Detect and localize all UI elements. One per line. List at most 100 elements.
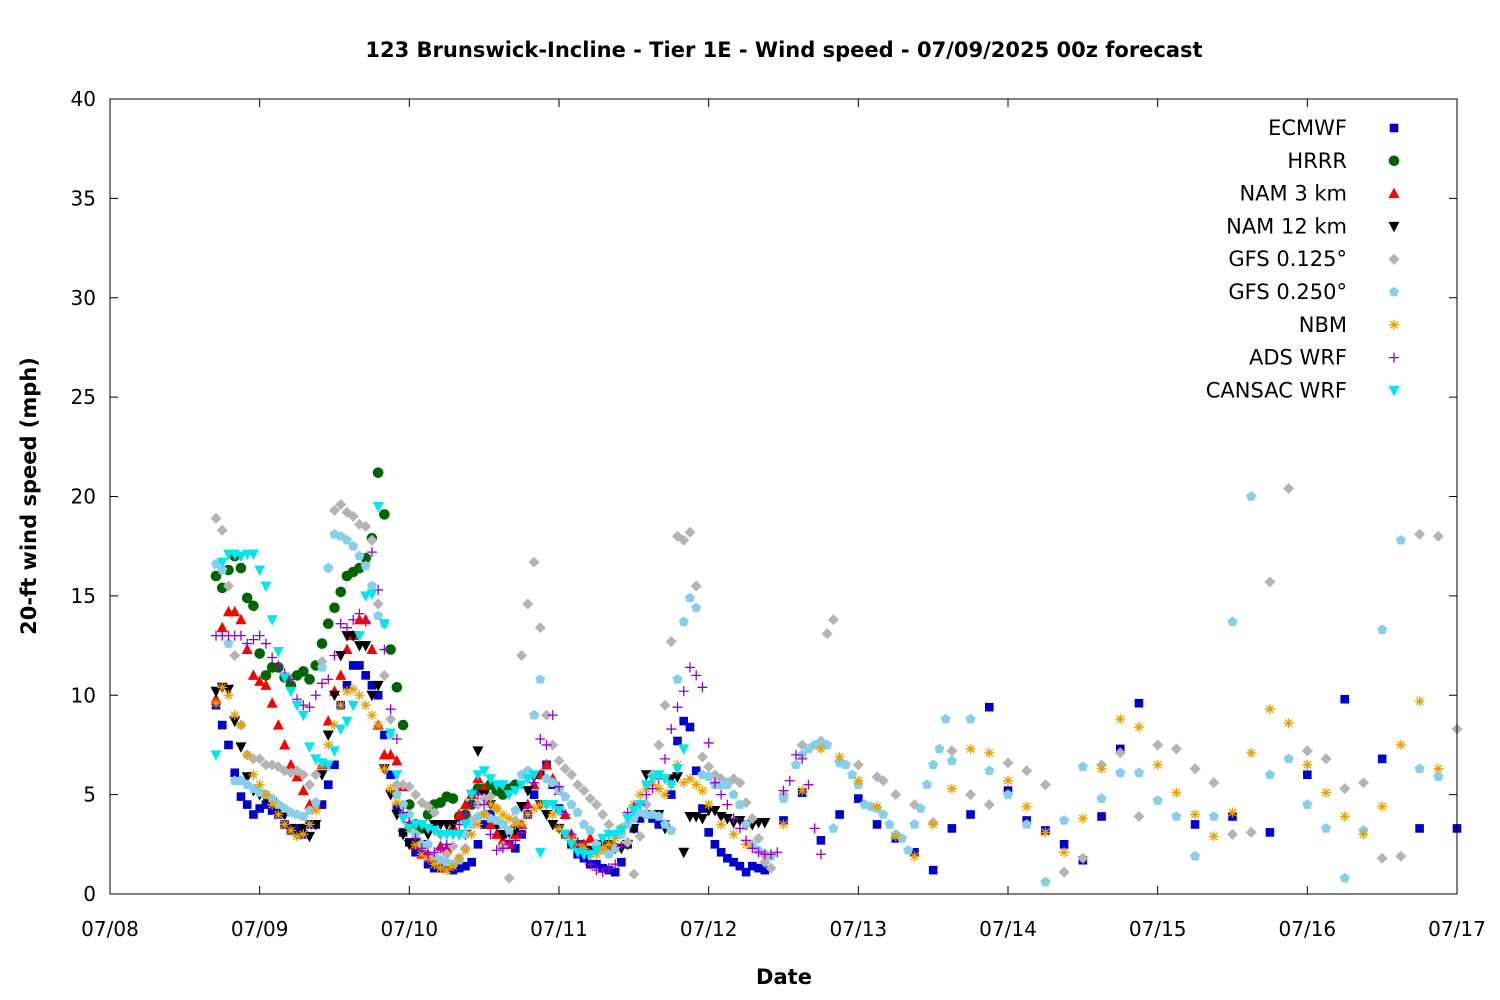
ecmwf-point xyxy=(342,681,352,690)
gfs-0-250-point xyxy=(965,713,976,724)
nbm-point xyxy=(341,686,352,697)
nbm-point xyxy=(535,799,546,810)
ecmwf-point xyxy=(511,843,520,853)
nam-3-km-point xyxy=(335,669,347,680)
hrrr-point xyxy=(329,602,340,614)
ecmwf-point xyxy=(691,766,701,776)
hrrr-point xyxy=(447,793,459,804)
y-axis-label: 20-ft wind speed (mph) xyxy=(17,357,41,635)
nbm-point xyxy=(965,743,976,754)
legend-marker xyxy=(1388,221,1400,233)
nbm-point xyxy=(211,698,222,709)
nam-12-km-point xyxy=(210,686,222,698)
cansac-wrf-point xyxy=(353,631,365,642)
nam-3-km-point xyxy=(366,643,378,655)
nbm-point xyxy=(1040,827,1051,838)
ads-wrf-point xyxy=(766,849,777,860)
gfs-0-125-point xyxy=(890,789,902,801)
y-tick-label: 10 xyxy=(71,683,96,707)
nbm-point xyxy=(454,853,465,864)
ads-wrf-point xyxy=(560,809,571,820)
ecmwf-point xyxy=(984,702,994,712)
cansac-wrf-point xyxy=(665,780,677,791)
ads-wrf-point xyxy=(416,843,427,854)
ads-wrf-point xyxy=(591,865,602,876)
ecmwf-point xyxy=(729,857,738,867)
gfs-0-125-point xyxy=(1339,783,1351,795)
gfs-0-250-point xyxy=(1433,771,1444,781)
nbm-point xyxy=(522,809,533,820)
ads-wrf-point xyxy=(329,650,340,661)
gfs-0-250-point xyxy=(703,771,714,781)
gfs-0-125-point xyxy=(216,524,228,536)
gfs-0-250-point xyxy=(691,602,702,613)
cansac-wrf-point xyxy=(615,825,627,837)
gfs-0-250-point xyxy=(1246,491,1257,501)
ecmwf-point xyxy=(230,768,240,778)
gfs-0-250-point xyxy=(653,811,664,821)
hrrr-point xyxy=(372,467,384,478)
legend-item-ecmwf: ECMWF xyxy=(1268,116,1399,140)
ads-wrf-point xyxy=(597,867,608,878)
legend-label: NBM xyxy=(1299,313,1347,337)
ecmwf-point xyxy=(710,840,720,849)
cansac-wrf-point xyxy=(472,770,484,781)
gfs-0-125-point xyxy=(852,759,864,771)
gfs-0-125-point xyxy=(310,769,322,781)
gfs-0-250-point xyxy=(1283,753,1294,764)
nam-12-km-point xyxy=(403,839,415,851)
nbm-point xyxy=(354,690,365,701)
ecmwf-point xyxy=(411,847,420,857)
ecmwf-point xyxy=(1377,754,1387,764)
nbm-point xyxy=(491,803,502,814)
ecmwf-point xyxy=(741,867,751,877)
ecmwf-point xyxy=(1097,812,1106,821)
cansac-wrf-point xyxy=(385,728,397,740)
ecmwf-point xyxy=(317,800,327,809)
nbm-point xyxy=(504,813,515,824)
hrrr-point xyxy=(379,509,390,520)
cansac-wrf-point xyxy=(235,551,247,563)
gfs-0-125-point xyxy=(653,739,665,751)
legend-label: ADS WRF xyxy=(1249,346,1347,370)
nam-12-km-point xyxy=(541,810,553,821)
gfs-0-125-point xyxy=(659,699,671,711)
gfs-0-250-point xyxy=(672,674,683,684)
ads-wrf-point xyxy=(497,843,508,854)
nbm-point xyxy=(890,831,901,842)
cansac-wrf-point xyxy=(216,557,228,569)
nbm-point xyxy=(716,819,727,830)
ecmwf-point xyxy=(348,661,358,670)
cansac-wrf-point xyxy=(459,819,471,831)
ecmwf-point xyxy=(723,853,732,863)
nbm-point xyxy=(834,751,845,762)
gfs-0-125-point xyxy=(1114,747,1126,759)
nbm-point xyxy=(815,743,826,754)
ecmwf-point xyxy=(236,792,246,801)
nam-3-km-point xyxy=(541,758,553,770)
ads-wrf-point xyxy=(304,702,315,713)
gfs-0-125-point xyxy=(403,781,415,793)
ads-wrf-point xyxy=(522,801,533,812)
ecmwf-point xyxy=(242,800,252,809)
gfs-0-125-point xyxy=(765,862,777,874)
gfs-0-250-point xyxy=(547,777,558,787)
cansac-wrf-point xyxy=(484,774,496,785)
gfs-0-250-point xyxy=(1227,616,1238,626)
x-tick-label: 07/13 xyxy=(830,917,888,941)
gfs-0-125-point xyxy=(516,650,528,661)
legend-marker xyxy=(1389,319,1399,330)
nbm-point xyxy=(1264,704,1275,715)
ecmwf-point xyxy=(835,810,844,819)
gfs-0-125-point xyxy=(565,769,577,781)
nbm-point xyxy=(603,839,614,850)
gfs-0-125-point xyxy=(335,498,347,510)
gfs-0-250-point xyxy=(847,769,858,779)
gfs-0-250-point xyxy=(946,755,957,766)
y-tick-label: 25 xyxy=(71,385,96,409)
ads-wrf-point xyxy=(248,634,259,645)
cansac-wrf-point xyxy=(609,829,621,841)
nbm-point xyxy=(984,747,995,758)
hrrr-point xyxy=(397,719,409,731)
gfs-0-125-point xyxy=(260,759,272,771)
